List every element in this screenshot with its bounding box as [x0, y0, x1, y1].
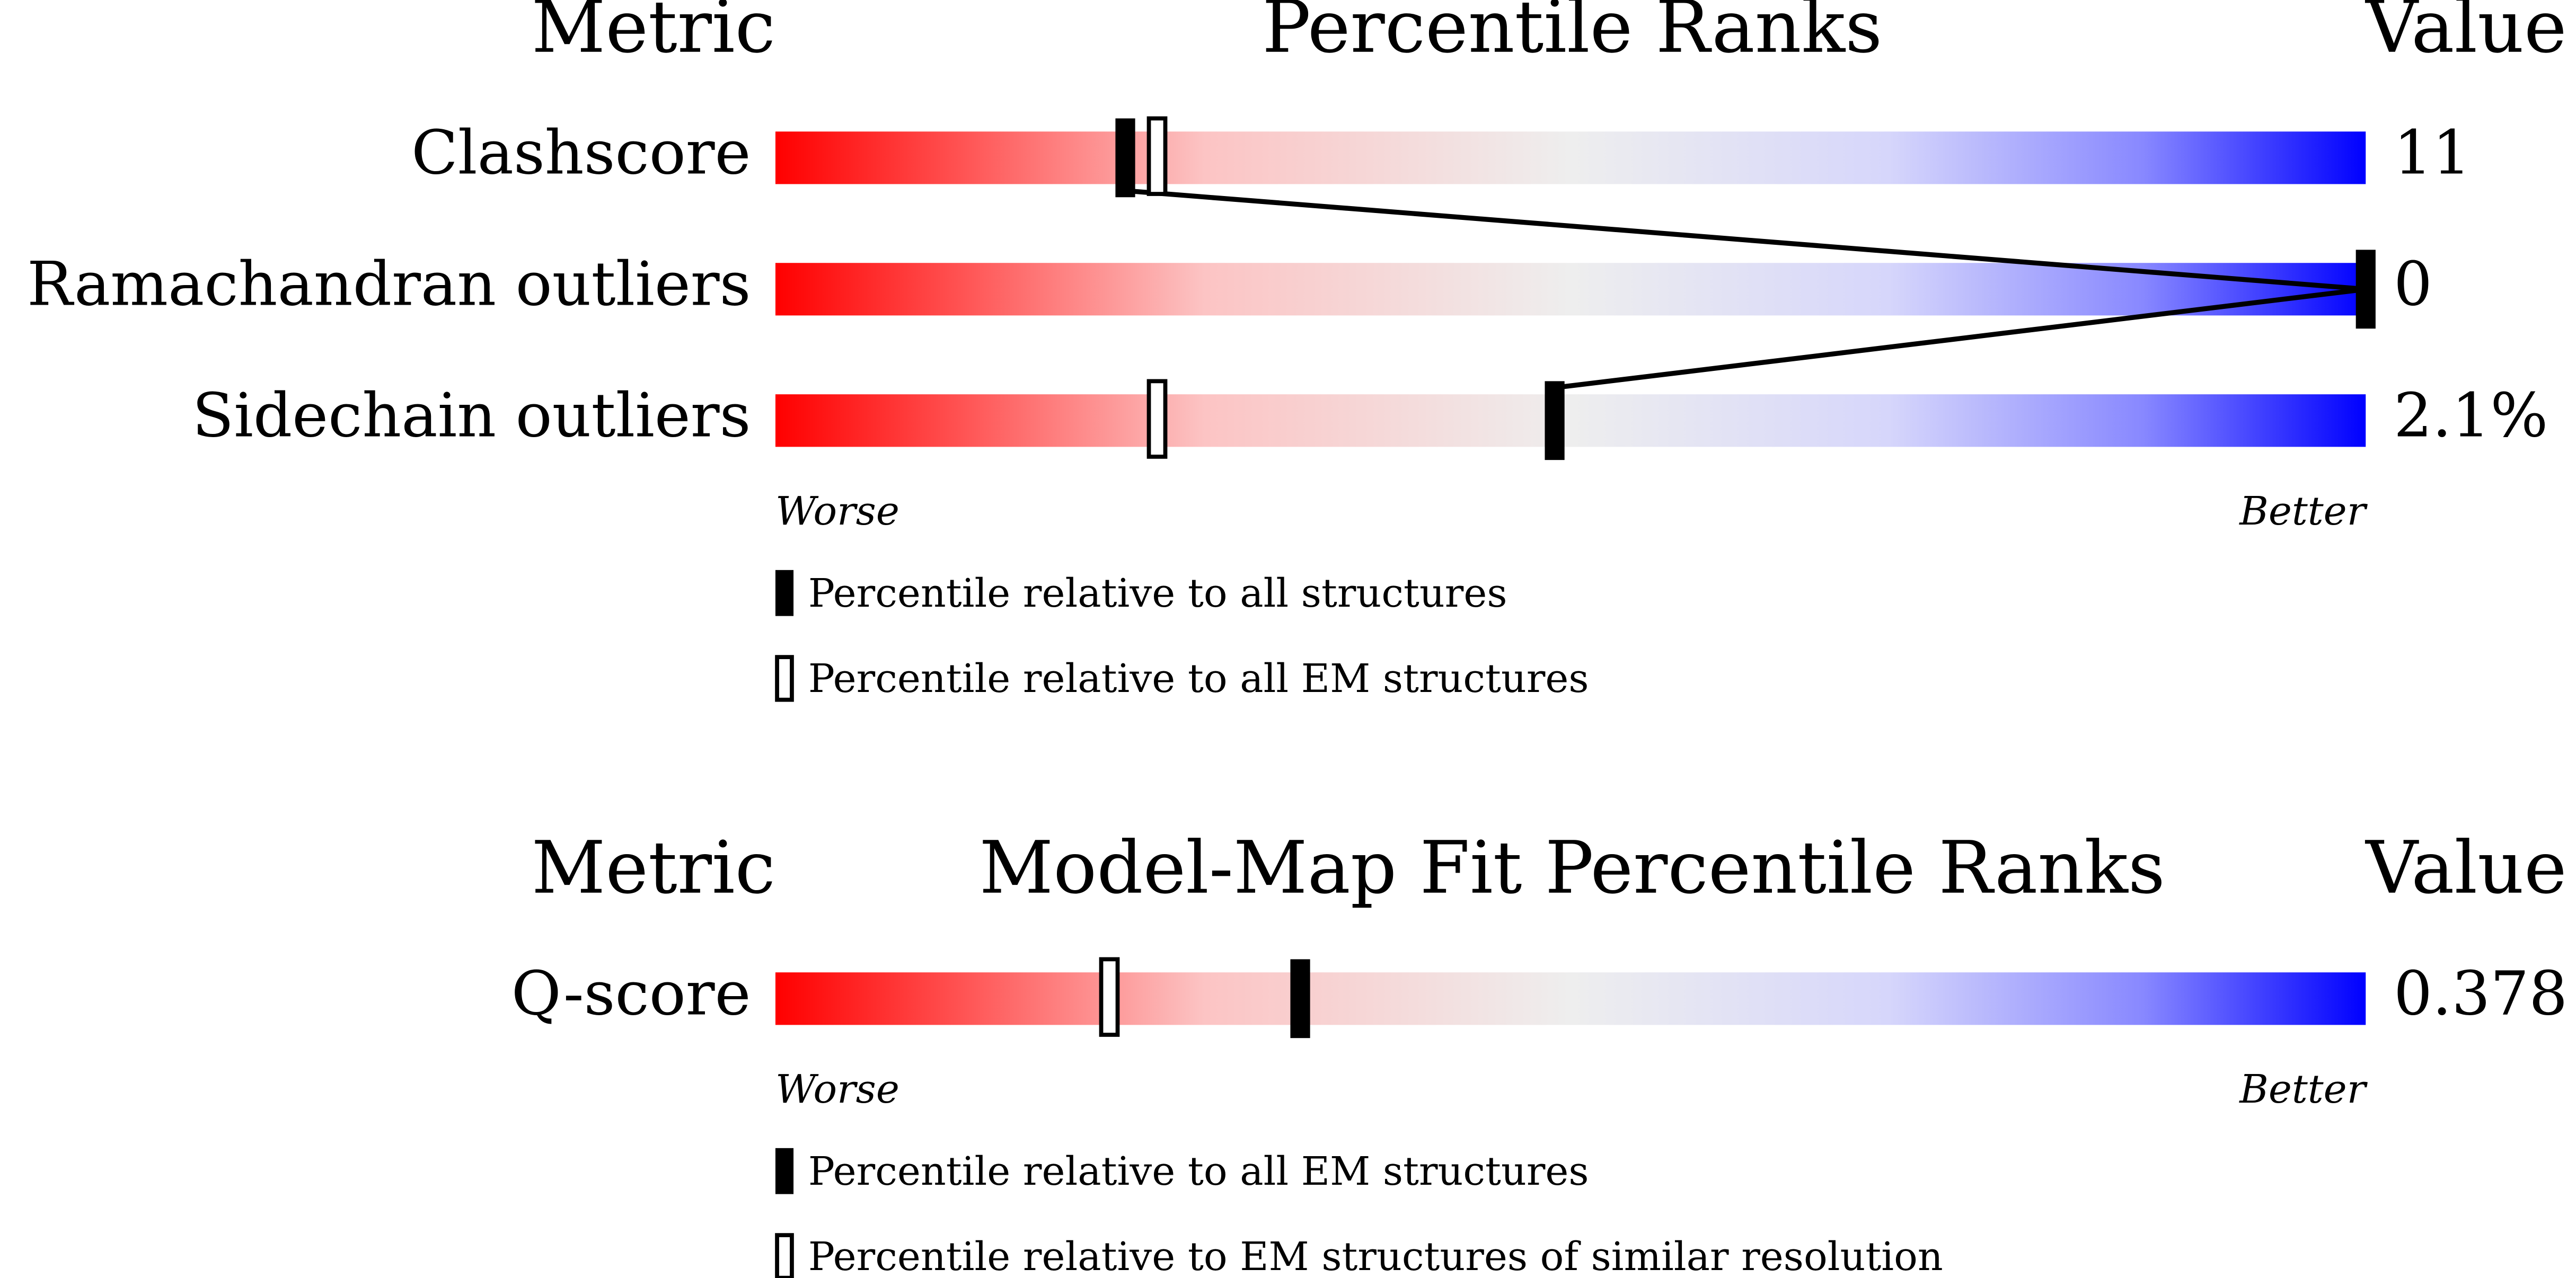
percentile-marker-open: [1099, 957, 1120, 1037]
legend-swatch-open: [775, 1233, 794, 1278]
better-label: Better: [2238, 488, 2368, 534]
metric-value: 2.1%: [2394, 380, 2548, 451]
legend-label: Percentile relative to all EM structures: [808, 655, 1589, 702]
legend-swatch-filled: [775, 1148, 794, 1194]
value-header: Value: [2365, 0, 2566, 69]
metric-value: 0: [2394, 249, 2432, 320]
metric-value: 0.378: [2394, 958, 2568, 1029]
metric-label: Ramachandran outliers: [27, 249, 751, 320]
legend-swatch-open: [775, 655, 794, 702]
legend-label: Percentile relative to all EM structures: [808, 1148, 1589, 1194]
legend-swatch-filled: [775, 570, 794, 616]
percentile-bar: [775, 263, 2366, 316]
legend-label: Percentile relative to all structures: [808, 570, 1507, 616]
metric-value: 11: [2394, 118, 2471, 188]
section-title: Percentile Ranks: [1262, 0, 1882, 69]
metric-header: Metric: [532, 826, 775, 910]
worse-label: Worse: [775, 488, 899, 534]
percentile-bar: [775, 394, 2366, 447]
better-label: Better: [2238, 1066, 2368, 1112]
percentile-marker-filled: [1545, 381, 1565, 460]
percentile-marker-open: [1146, 116, 1168, 196]
metric-label: Sidechain outliers: [192, 380, 751, 451]
worse-label: Worse: [775, 1066, 899, 1112]
percentile-marker-filled: [1290, 959, 1310, 1039]
metric-label: Q-score: [511, 958, 751, 1029]
legend-label: Percentile relative to EM structures of …: [808, 1233, 1943, 1278]
percentile-bar: [775, 972, 2366, 1025]
value-header: Value: [2365, 826, 2566, 910]
percentile-marker-open: [1146, 379, 1168, 459]
metric-header: Metric: [532, 0, 775, 69]
percentile-bar: [775, 131, 2366, 184]
section-title: Model-Map Fit Percentile Ranks: [980, 826, 2165, 910]
metric-label: Clashscore: [411, 118, 751, 188]
percentile-marker-filled: [2356, 250, 2376, 329]
percentile-marker-filled: [1115, 118, 1135, 198]
